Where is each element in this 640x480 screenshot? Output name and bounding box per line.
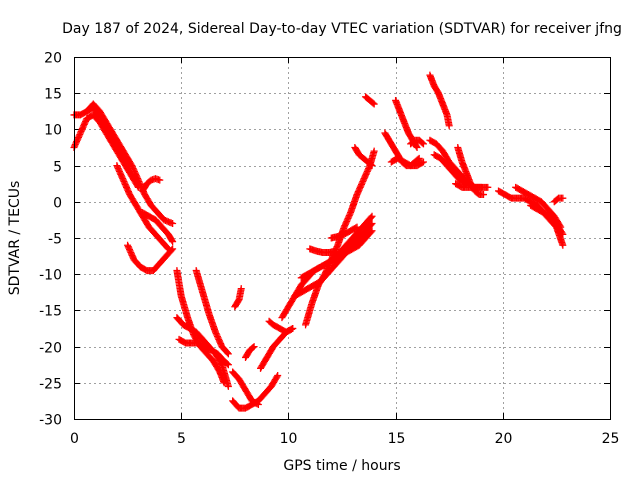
series-arc-11 bbox=[192, 267, 232, 358]
y-tick-labels: 20 15 10 5 0 -5 -10 -15 -20 -25 -30 bbox=[39, 51, 62, 429]
data-point bbox=[237, 285, 245, 293]
data-point bbox=[368, 220, 376, 228]
y-tick-label: 0 bbox=[53, 196, 62, 212]
y-tick-label: -5 bbox=[48, 232, 62, 248]
data-point bbox=[413, 144, 421, 151]
y-tick-label: -10 bbox=[39, 268, 62, 284]
series-arc-24 bbox=[351, 144, 376, 170]
data-point bbox=[250, 343, 258, 351]
series-arc-7 bbox=[139, 209, 177, 246]
series-arc-28 bbox=[387, 154, 427, 170]
y-tick-label: 15 bbox=[44, 87, 62, 103]
data-point bbox=[418, 159, 426, 167]
series-arc-10 bbox=[175, 335, 232, 369]
x-axis-label: GPS time / hours bbox=[283, 458, 400, 474]
y-tick-label: -30 bbox=[39, 413, 62, 429]
data-point bbox=[368, 162, 376, 170]
plot-area bbox=[70, 71, 567, 412]
data-point bbox=[484, 183, 492, 191]
series-arc-34 bbox=[452, 180, 492, 191]
x-tick-labels: 0 5 10 15 20 25 bbox=[70, 431, 619, 447]
y-tick-label: 5 bbox=[53, 160, 62, 176]
data-point bbox=[169, 220, 177, 228]
data-point bbox=[367, 228, 375, 236]
data-point bbox=[352, 224, 360, 232]
data-point bbox=[223, 349, 231, 357]
series-arc-38 bbox=[550, 194, 567, 206]
series-arc-6 bbox=[124, 241, 177, 275]
series-arc-25 bbox=[362, 93, 378, 108]
series-arc-4 bbox=[113, 162, 172, 253]
y-tick-label: -15 bbox=[39, 304, 62, 320]
x-tick-label: 15 bbox=[388, 431, 406, 447]
y-tick-label: -25 bbox=[39, 377, 62, 393]
data-point bbox=[168, 236, 176, 244]
data-point bbox=[367, 213, 375, 221]
data-point bbox=[289, 325, 297, 332]
data-point bbox=[370, 100, 378, 108]
x-tick-label: 5 bbox=[177, 431, 186, 447]
x-tick-label: 0 bbox=[70, 431, 79, 447]
series-arc-23 bbox=[327, 223, 361, 242]
data-point bbox=[559, 241, 567, 249]
series-arc-12 bbox=[231, 285, 245, 311]
y-tick-label: 20 bbox=[44, 51, 62, 67]
data-point bbox=[249, 344, 257, 352]
series-arc-15 bbox=[242, 343, 258, 361]
data-point bbox=[332, 247, 340, 255]
data-point bbox=[224, 361, 232, 369]
data-point bbox=[559, 194, 567, 202]
data-point bbox=[419, 140, 427, 148]
data-point bbox=[169, 245, 177, 253]
data-point bbox=[370, 147, 378, 155]
data-point bbox=[367, 161, 375, 169]
series-arc-14 bbox=[229, 372, 282, 412]
plot-frame bbox=[74, 57, 611, 420]
data-point bbox=[367, 221, 375, 229]
x-tick-label: 20 bbox=[495, 431, 513, 447]
data-point bbox=[445, 122, 453, 130]
data-point bbox=[163, 244, 171, 252]
series-arc-22 bbox=[306, 245, 340, 256]
y-axis-label: SDTVAR / TECUs bbox=[7, 181, 23, 296]
chart-title: Day 187 of 2024, Sidereal Day-to-day VTE… bbox=[62, 21, 622, 37]
series-arc-1 bbox=[70, 111, 142, 191]
data-point bbox=[224, 382, 232, 390]
data-point bbox=[156, 176, 164, 184]
data-point bbox=[274, 372, 282, 380]
data-point bbox=[368, 227, 376, 235]
series-arc-29 bbox=[407, 136, 427, 148]
y-tick-label: 10 bbox=[44, 123, 62, 139]
data-point bbox=[369, 99, 377, 107]
x-tick-label: 25 bbox=[602, 431, 620, 447]
data-point bbox=[419, 158, 427, 166]
series-arc-37 bbox=[527, 201, 567, 238]
series-arc-30 bbox=[426, 71, 453, 130]
grid bbox=[74, 57, 610, 419]
data-point bbox=[224, 350, 232, 358]
series-arc-21 bbox=[297, 227, 376, 282]
data-point bbox=[168, 246, 176, 254]
data-point bbox=[558, 229, 566, 237]
series-arc-5 bbox=[139, 175, 164, 195]
data-point bbox=[223, 360, 231, 368]
data-point bbox=[287, 325, 295, 333]
y-tick-label: -20 bbox=[39, 341, 62, 357]
data-point bbox=[368, 212, 376, 220]
series-arc-3 bbox=[83, 100, 177, 228]
series-arc-17 bbox=[265, 317, 297, 336]
data-point bbox=[412, 142, 420, 150]
data-point bbox=[480, 191, 488, 199]
data-point bbox=[273, 373, 281, 381]
data-point bbox=[418, 139, 426, 147]
data-point bbox=[559, 230, 567, 238]
x-tick-label: 10 bbox=[280, 431, 298, 447]
data-point bbox=[353, 223, 361, 231]
data-point bbox=[169, 238, 177, 246]
